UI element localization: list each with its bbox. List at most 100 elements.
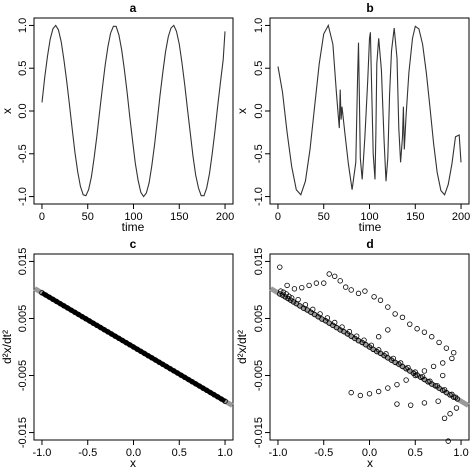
panel-a-ytick-label: 0.5 bbox=[17, 61, 29, 76]
panel-d-point bbox=[453, 405, 460, 411]
panel-d-title: d bbox=[366, 237, 373, 251]
panel-d-point bbox=[282, 294, 288, 300]
panel-d-point bbox=[375, 388, 382, 395]
panel-d-point bbox=[326, 271, 332, 277]
panel-a-title: a bbox=[130, 1, 137, 15]
panel-d-point bbox=[332, 273, 338, 279]
panel-d-point bbox=[399, 314, 406, 321]
panel-c-ytick-label: -0.015 bbox=[17, 417, 29, 448]
panel-d-point bbox=[342, 284, 349, 290]
panel-d-point bbox=[321, 280, 327, 286]
panel-d-point bbox=[355, 290, 362, 297]
panel-d-point bbox=[353, 333, 360, 339]
panel-d-point bbox=[288, 295, 295, 301]
panel-d-point bbox=[375, 347, 382, 353]
panel-c-ytick-label: 0.005 bbox=[17, 305, 29, 333]
panel-d-point bbox=[390, 355, 397, 362]
panel-d-point bbox=[421, 368, 428, 374]
panel-d-point bbox=[451, 350, 457, 356]
panel-a-xtick-label: 100 bbox=[124, 211, 142, 223]
panel-a-xtick-label: 0 bbox=[39, 211, 45, 223]
panel-d-point bbox=[412, 372, 418, 379]
panel-d-point bbox=[429, 334, 435, 340]
panel-c-xtick-label: 1.0 bbox=[217, 447, 232, 459]
panel-d-point bbox=[362, 288, 368, 294]
panel-d-point bbox=[454, 396, 461, 402]
panel-d-point bbox=[299, 284, 305, 291]
panel-d-point bbox=[441, 387, 448, 393]
panel-d-xtick-label: -0.5 bbox=[314, 447, 333, 459]
panel-b-xtick-label: 100 bbox=[360, 211, 378, 223]
panel-d-point bbox=[394, 401, 400, 407]
panel-d-point bbox=[278, 288, 284, 294]
panel-d-point bbox=[277, 264, 283, 270]
panel-d-point bbox=[337, 278, 343, 284]
panel-d-point bbox=[361, 337, 367, 343]
panel-d-point bbox=[302, 302, 309, 308]
panel-a-marks: 0 50 100 150 200 -1.0 -0.5 0.0 0.5 1.0 bbox=[17, 18, 234, 223]
panel-d-point bbox=[385, 304, 391, 310]
panel-a-ytick-label: -0.5 bbox=[17, 144, 29, 163]
panel-d-point bbox=[427, 378, 433, 384]
panel-d-point bbox=[332, 319, 338, 326]
panel-d-point bbox=[405, 364, 411, 371]
panel-d-xlabel: x bbox=[367, 456, 373, 470]
panel-d-point bbox=[286, 293, 292, 299]
panel-d-point bbox=[441, 415, 448, 421]
panel-d-point bbox=[440, 372, 446, 379]
panel-c-xtick-label: -1.0 bbox=[32, 447, 51, 459]
panel-c-point-band bbox=[40, 290, 227, 404]
panel-c-xtick-label: 0.0 bbox=[126, 447, 141, 459]
panel-d-point bbox=[414, 326, 420, 332]
panel-d-point bbox=[280, 289, 287, 295]
panel-d-ytick-label: 0.015 bbox=[253, 248, 265, 276]
panel-c-marks: -1.0 -0.5 0.0 0.5 1.0 -0.015 -0.005 0.005 0.015 bbox=[17, 248, 234, 459]
panel-d-point bbox=[306, 282, 312, 289]
panel-d-point bbox=[324, 315, 331, 321]
panel-b-ytick-label: -0.5 bbox=[253, 144, 265, 163]
panel-d-point bbox=[447, 411, 453, 417]
panel-d-xtick-label: -1.0 bbox=[268, 447, 287, 459]
panel-d-point bbox=[366, 391, 373, 397]
panel-d-point bbox=[419, 373, 426, 380]
panel-c-title: c bbox=[130, 237, 137, 251]
panel-d-point bbox=[397, 360, 404, 366]
panel-d-point bbox=[449, 355, 455, 362]
panel-b-xtick-label: 150 bbox=[406, 211, 424, 223]
panel-d-marks: -1.0 -0.5 0.0 0.5 1.0 -0.015 -0.005 0.005 0.015 bbox=[253, 248, 470, 459]
panel-b-ytick-label: 0.0 bbox=[253, 103, 265, 118]
panel-b-ytick-label: 1.0 bbox=[253, 18, 265, 33]
panel-b-xtick-label: 50 bbox=[318, 211, 330, 223]
panel-c-xtick-label: 0.5 bbox=[172, 447, 187, 459]
panel-b-title: b bbox=[366, 1, 373, 15]
panel-d-xtick-label: 0.0 bbox=[362, 447, 377, 459]
panel-b-xlabel: time bbox=[359, 220, 382, 234]
panel-d-ytick-label: -0.005 bbox=[253, 360, 265, 391]
panel-d-point bbox=[449, 391, 455, 398]
panel-d-point bbox=[394, 381, 400, 388]
panel-d-ytick-label: -0.015 bbox=[253, 417, 265, 448]
panel-c-ytick-label: -0.005 bbox=[17, 360, 29, 391]
panel-d: d -1.0 -0.5 0.0 0.5 1.0 -0.015 -0.005 0.005 0.01… bbox=[235, 237, 470, 470]
panel-d-point bbox=[375, 334, 382, 340]
panel-b-ytick-label: 0.5 bbox=[253, 61, 265, 76]
panel-c-ylabel: d²x/dt² bbox=[0, 330, 14, 364]
panel-d-point bbox=[368, 342, 375, 348]
panel-d-point bbox=[383, 351, 389, 357]
panel-a-ytick-label: -1.0 bbox=[17, 187, 29, 206]
panel-d-point bbox=[403, 377, 409, 383]
panel-b-marks: 0 50 100 150 200 -1.0 -0.5 0.0 0.5 1.0 bbox=[253, 18, 470, 223]
panel-d-point bbox=[407, 321, 413, 327]
panel-d-point bbox=[440, 360, 446, 366]
panel-a-frame bbox=[33, 17, 234, 205]
panel-b-ytick-label: -1.0 bbox=[253, 187, 265, 206]
panel-d-ytick-label: 0.005 bbox=[253, 305, 265, 333]
panel-c: c -1.0 -0.5 0.0 0.5 1.0 -0.015 -0.005 0.005 0.01… bbox=[0, 237, 234, 470]
panel-d-point bbox=[310, 306, 316, 313]
panel-d-point bbox=[443, 345, 450, 351]
panel-d-point bbox=[445, 438, 451, 444]
panel-b: b 0 50 100 150 200 -1.0 -0.5 0.0 0.5 1.0 time x bbox=[235, 1, 470, 234]
panel-b-xtick-label: 0 bbox=[275, 211, 281, 223]
panel-a: a 0 50 100 150 200 -1.0 -0.5 0.0 0.5 1.0 time x bbox=[0, 1, 234, 234]
